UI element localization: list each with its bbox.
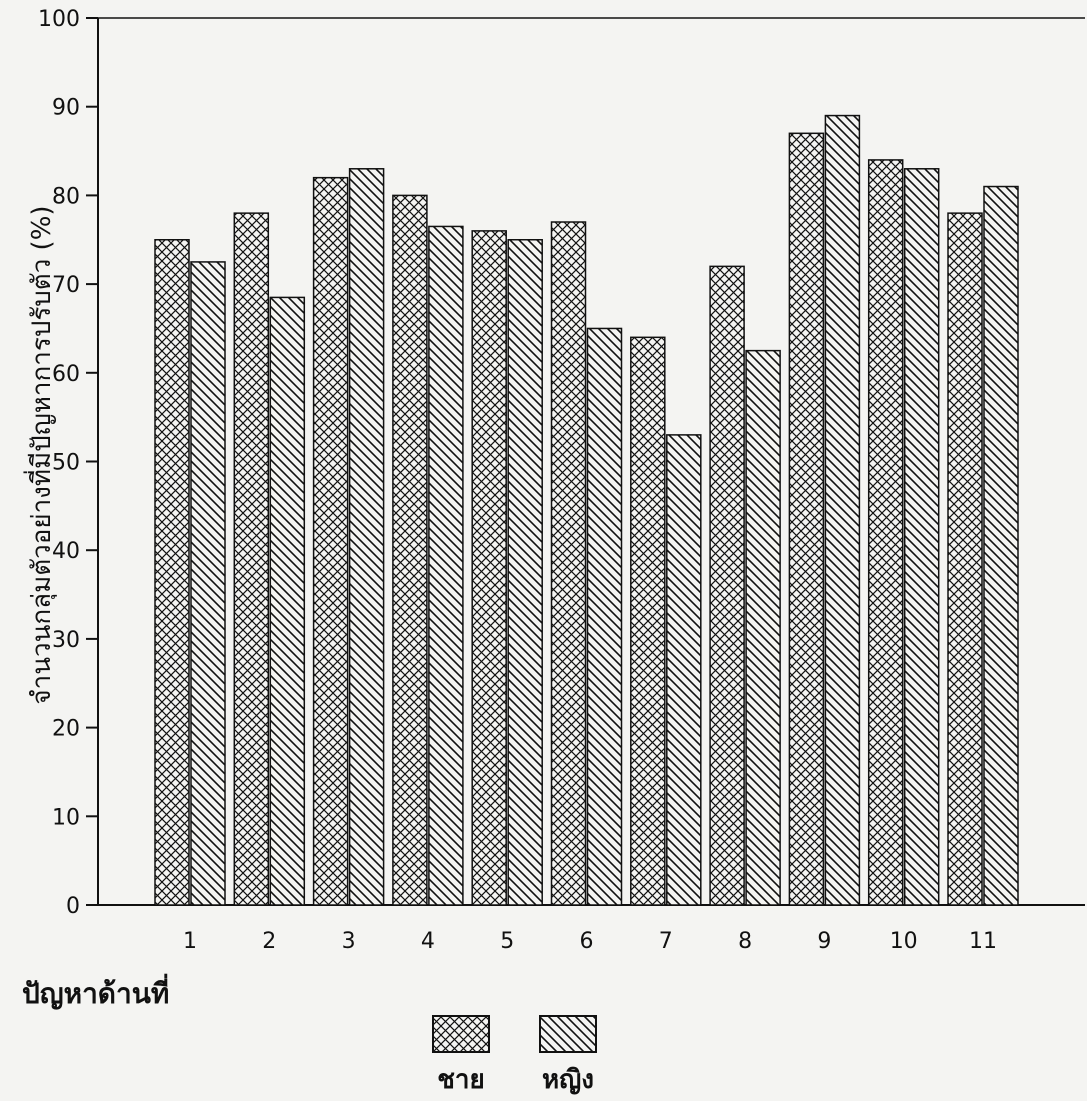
x-tick-label: 1	[183, 929, 197, 954]
legend-label-women: หญิง	[542, 1065, 594, 1095]
bar-women-9	[824, 114, 861, 906]
y-tick-label: 20	[52, 717, 80, 742]
y-axis-ticks: 0 10 20 30 40 50 60 70 80 90 100	[38, 7, 98, 919]
bar-women-2	[269, 296, 306, 906]
y-axis-label: จำนวนกลุ่มตัวอย่างที่มีปัญหาการปรับตัว (…	[23, 205, 57, 704]
bar-women-6	[586, 327, 623, 906]
bar-women-11	[983, 185, 1019, 906]
x-tick-label: 5	[500, 929, 514, 954]
x-tick-label: 7	[659, 929, 673, 954]
bar-men-8	[709, 265, 745, 906]
bar-women-4	[428, 225, 464, 906]
bar-men-9	[788, 132, 825, 906]
x-tick-label: 8	[738, 929, 752, 954]
x-tick-label: 2	[262, 929, 276, 954]
x-axis-label: ปัญหาด้านที่	[22, 973, 169, 1010]
bar-women-8	[745, 349, 781, 906]
x-tick-label: 3	[342, 929, 356, 954]
x-tick-label: 11	[969, 929, 997, 954]
bar-men-3	[312, 176, 349, 906]
y-tick-label: 60	[52, 362, 80, 387]
y-tick-label: 30	[52, 628, 80, 653]
legend: ชาย หญิง	[432, 1015, 597, 1095]
bar-women-3	[348, 168, 385, 906]
bar-men-6	[550, 221, 587, 906]
x-tick-label: 9	[817, 929, 831, 954]
bars-group	[154, 114, 1019, 906]
bar-men-2	[233, 212, 270, 906]
y-tick-label: 10	[52, 805, 80, 830]
bar-women-10	[903, 168, 940, 906]
x-tick-label: 4	[421, 929, 435, 954]
bar-women-7	[666, 434, 702, 906]
y-tick-label: 80	[52, 184, 80, 209]
x-tick-label: 6	[580, 929, 594, 954]
legend-label-men: ชาย	[437, 1065, 484, 1095]
bar-men-10	[867, 159, 904, 906]
y-tick-label: 0	[66, 894, 80, 919]
y-tick-label: 70	[52, 273, 80, 298]
bar-men-7	[630, 336, 666, 906]
y-tick-label: 50	[52, 451, 80, 476]
y-tick-label: 90	[52, 96, 80, 121]
bar-men-11	[947, 212, 983, 906]
x-tick-label: 10	[890, 929, 918, 954]
legend-swatch-men	[432, 1015, 490, 1053]
bar-men-1	[154, 239, 190, 906]
bar-women-1	[190, 261, 226, 906]
legend-swatch-women	[539, 1015, 597, 1053]
bar-men-5	[471, 230, 507, 906]
y-tick-label: 100	[38, 7, 80, 32]
bar-women-5	[507, 239, 543, 906]
y-tick-label: 40	[52, 539, 80, 564]
bar-men-4	[392, 194, 428, 906]
x-axis-tick-labels: 1 2 3 4 5 6 7 8 9 10 11	[183, 929, 997, 954]
